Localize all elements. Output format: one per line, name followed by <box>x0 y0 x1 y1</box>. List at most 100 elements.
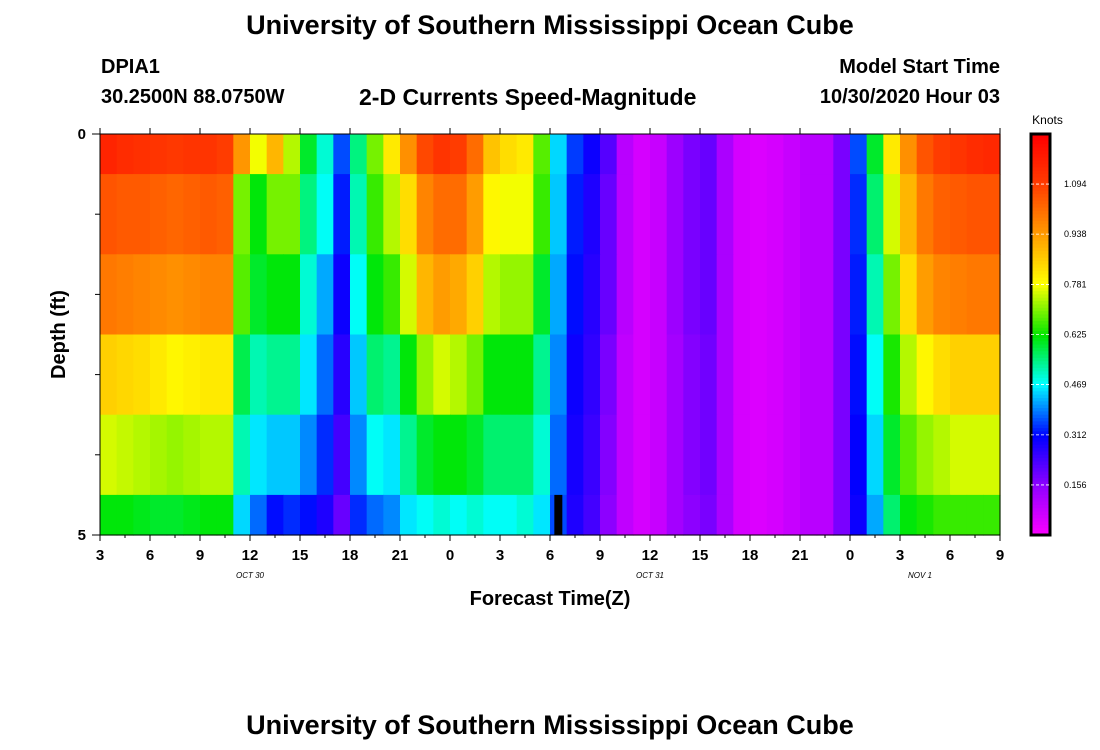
colorbar-swatch <box>1031 431 1050 436</box>
colorbar-swatch <box>1031 488 1050 493</box>
heatmap-cell <box>833 174 851 255</box>
heatmap-cell <box>316 414 334 496</box>
heatmap-cell <box>650 134 668 175</box>
heatmap-cell <box>733 134 751 175</box>
heatmap-cell <box>966 334 984 416</box>
heatmap-cell <box>183 334 201 416</box>
heatmap-cell <box>566 254 584 336</box>
heatmap-cell <box>983 174 1001 255</box>
x-tick-label: 6 <box>946 547 954 564</box>
page-title: University of Southern Mississippi Ocean… <box>246 10 854 40</box>
heatmap-cell <box>566 334 584 416</box>
heatmap-cell <box>416 494 434 536</box>
heatmap-cell <box>750 494 768 536</box>
heatmap-cell <box>450 254 468 336</box>
heatmap-cell <box>900 334 918 416</box>
heatmap-cell <box>716 174 734 255</box>
heatmap-cell <box>900 414 918 496</box>
heatmap-cell <box>583 414 601 496</box>
heatmap-cell <box>450 334 468 416</box>
heatmap-cell <box>266 174 284 255</box>
heatmap-cell <box>766 494 784 536</box>
colorbar-swatch <box>1031 357 1050 363</box>
heatmap-cell <box>366 134 384 175</box>
colorbar-swatch <box>1031 498 1050 503</box>
colorbar-swatch <box>1031 327 1050 332</box>
colorbar-swatch <box>1031 448 1050 453</box>
heatmap-cell <box>516 134 534 175</box>
heatmap-cell <box>250 414 268 496</box>
heatmap-cell <box>683 174 701 255</box>
heatmap-cell <box>233 334 251 416</box>
colorbar-swatch <box>1031 294 1050 299</box>
colorbar-swatch <box>1031 291 1050 296</box>
colorbar-swatch <box>1031 304 1050 309</box>
heatmap-cell <box>466 254 484 336</box>
heatmap-cell <box>700 134 718 175</box>
x-tick-label: 0 <box>846 547 854 564</box>
heatmap-cell <box>583 334 601 416</box>
heatmap-cell <box>816 414 834 496</box>
colorbar-swatch <box>1031 394 1050 399</box>
heatmap-cell <box>100 494 118 536</box>
heatmap-cell <box>866 254 884 336</box>
heatmap-cell <box>650 414 668 496</box>
colorbar-swatch <box>1031 307 1050 312</box>
colorbar-swatch <box>1031 367 1050 373</box>
heatmap-cell <box>716 134 734 175</box>
colorbar-swatch <box>1031 484 1050 490</box>
heatmap-cell <box>733 494 751 536</box>
heatmap-cell <box>800 494 818 536</box>
colorbar-swatch <box>1031 174 1050 179</box>
heatmap-cell <box>783 174 801 255</box>
heatmap-cell <box>883 334 901 416</box>
heatmap-cell <box>450 134 468 175</box>
colorbar-swatch <box>1031 144 1050 149</box>
heatmap-cell <box>333 134 351 175</box>
colorbar-swatch <box>1031 478 1050 483</box>
heatmap-cell <box>666 174 684 255</box>
heatmap-cell <box>350 174 368 255</box>
heatmap-cell <box>200 494 218 536</box>
heatmap-cell <box>200 254 218 336</box>
heatmap-cell <box>683 334 701 416</box>
colorbar-swatch <box>1031 428 1050 433</box>
heatmap-cell <box>550 254 568 336</box>
colorbar-swatch <box>1031 434 1050 439</box>
heatmap-cell <box>316 334 334 416</box>
heatmap-cell <box>533 494 551 536</box>
heatmap-cell <box>616 254 634 336</box>
heatmap-cell <box>233 254 251 336</box>
colorbar-swatch <box>1031 190 1050 195</box>
heatmap-cell <box>350 334 368 416</box>
heatmap-cell <box>316 254 334 336</box>
heatmap-cell <box>966 134 984 175</box>
colorbar-swatch <box>1031 397 1050 403</box>
colorbar-swatch <box>1031 401 1050 406</box>
heatmap-cell <box>616 134 634 175</box>
colorbar-swatch <box>1031 220 1050 226</box>
heatmap-cell <box>433 414 451 496</box>
heatmap-cell <box>500 134 518 175</box>
heatmap-cell <box>133 134 151 175</box>
colorbar-swatch <box>1031 504 1050 510</box>
colorbar-swatch <box>1031 194 1050 199</box>
colorbar-swatch <box>1031 140 1050 145</box>
heatmap-cell <box>700 494 718 536</box>
colorbar-swatch <box>1031 391 1050 396</box>
colorbar-swatch <box>1031 444 1050 449</box>
heatmap-cell <box>350 254 368 336</box>
heatmap-cell <box>216 134 234 175</box>
heatmap-cell <box>950 174 968 255</box>
heatmap-cell <box>250 254 268 336</box>
heatmap-cell <box>550 174 568 255</box>
heatmap-cell <box>333 494 351 536</box>
x-tick-label: 9 <box>996 547 1004 564</box>
heatmap-cell <box>600 174 618 255</box>
heatmap-cell <box>983 134 1001 175</box>
heatmap-cell <box>933 254 951 336</box>
colorbar-swatch <box>1031 164 1050 169</box>
x-tick-label: 15 <box>692 547 709 564</box>
heatmap-cell <box>366 494 384 536</box>
colorbar-swatch <box>1031 297 1050 302</box>
